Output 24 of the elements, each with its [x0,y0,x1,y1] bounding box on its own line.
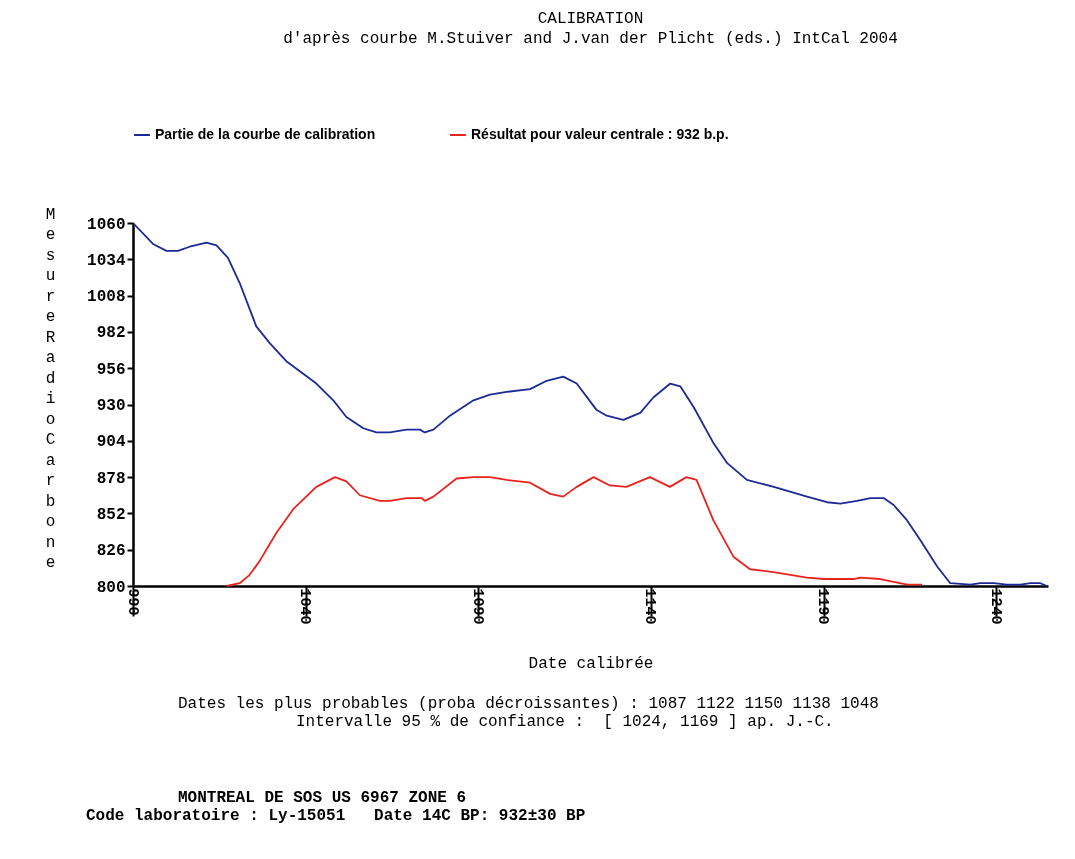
x-axis-title: Date calibrée [528,654,654,673]
y-tick-label: 904 [96,433,126,452]
x-tick-label: 1240 [986,588,1004,625]
legend-label: Résultat pour valeur centrale : 932 b.p. [471,126,729,142]
y-tick-label: 1060 [87,215,126,234]
y-tick-label: 1034 [87,251,126,270]
y-tick-label: 956 [96,360,126,379]
text: Intervalle 95 % de confiance : [ 1024, 1169 ] ap. J.-C. [296,713,835,731]
x-tick-label: 1190 [814,588,832,625]
text: MONTREAL DE SOS US 6967 ZONE 6 [178,789,468,807]
y-tick-label: 800 [96,578,126,597]
text: Mesure RadioCarbone [45,205,56,572]
y-tick-label: 878 [96,469,126,488]
text: Dates les plus probables (proba décroissantes) : 1087 1122 1150 1138 1048 [178,695,880,713]
x-tick-label: 1140 [641,588,659,625]
legend-label: Partie de la courbe de calibration [155,126,376,142]
y-tick-label: 852 [96,505,126,524]
y-tick-label: 1008 [87,288,126,307]
y-tick-label: 930 [96,397,126,415]
y-tick-label: 982 [96,324,126,343]
y-tick-label: 826 [96,542,126,561]
chart-title: CALIBRATION [537,10,644,28]
chart-subtitle: d'après courbe M.Stuiver and J.van der Plicht (eds.) IntCal 2004 [283,30,898,48]
text: Code laboratoire : Ly-15051 Date 14C BP: 932±30 BP [86,807,587,825]
